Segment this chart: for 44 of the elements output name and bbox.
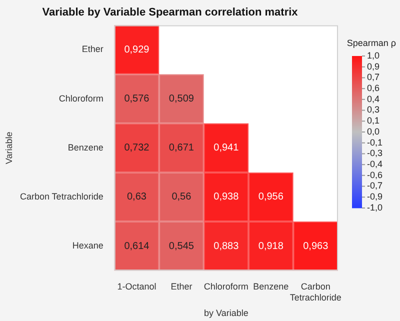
color-bar-label: -0,7 [367, 180, 383, 191]
color-bar-label: -0,1 [367, 137, 383, 148]
color-bar-label: -0,9 [367, 192, 383, 202]
color-bar-label: -0,4 [367, 159, 383, 170]
y-axis-title: Variable [4, 132, 14, 164]
x-tick-label: Chloroform [204, 281, 248, 292]
color-bar-label: 0,7 [367, 72, 380, 82]
data-label: 0,56 [172, 192, 192, 203]
y-tick-label: Benzene [68, 142, 104, 152]
color-bar-label: 0,1 [367, 116, 380, 126]
data-label: 0,576 [124, 94, 150, 105]
data-label: 0,956 [258, 192, 284, 203]
x-tick-label: 1-Octanol [117, 281, 156, 292]
color-bar-label: 0,6 [367, 83, 380, 94]
data-label: 0,883 [214, 240, 240, 252]
color-bar-label: -0,3 [367, 148, 383, 158]
color-bar-label: -0,6 [367, 170, 383, 180]
color-bar-label: 0,9 [367, 61, 380, 72]
data-label: 0,614 [124, 240, 150, 252]
y-tick-label: Carbon Tetrachloride [20, 191, 104, 202]
color-bar-label: 0,3 [367, 104, 380, 115]
color-bar-label: -1,0 [367, 202, 383, 212]
y-tick-label: Hexane [72, 240, 104, 251]
data-label: 0,732 [124, 142, 150, 154]
x-tick-label: Benzene [253, 281, 289, 292]
data-label: 0,509 [168, 94, 194, 105]
color-bar-label: 0,4 [367, 94, 380, 104]
x-axis-title: by Variable [204, 308, 248, 318]
x-tick-label: Ether [170, 281, 192, 292]
data-label: 0,929 [124, 44, 150, 56]
chart-title: Variable by Variable Spearman correlation matrix [42, 6, 299, 19]
y-tick-label: Ether [82, 44, 104, 54]
data-label: 0,963 [303, 240, 329, 252]
color-bar-label: 1,0 [367, 50, 380, 60]
color-bar-title: Spearman ρ [346, 38, 396, 48]
data-label: 0,918 [258, 240, 284, 252]
data-label: 0,63 [126, 192, 147, 203]
data-label: 0,941 [214, 142, 240, 154]
data-label: 0,938 [214, 192, 240, 203]
data-label: 0,545 [168, 240, 194, 252]
x-tick-label: Carbon Tetrachloride [290, 281, 342, 302]
color-bar-label: 0,0 [367, 126, 380, 136]
y-tick-label: Chloroform [58, 93, 104, 104]
data-label: 0,671 [168, 142, 194, 154]
